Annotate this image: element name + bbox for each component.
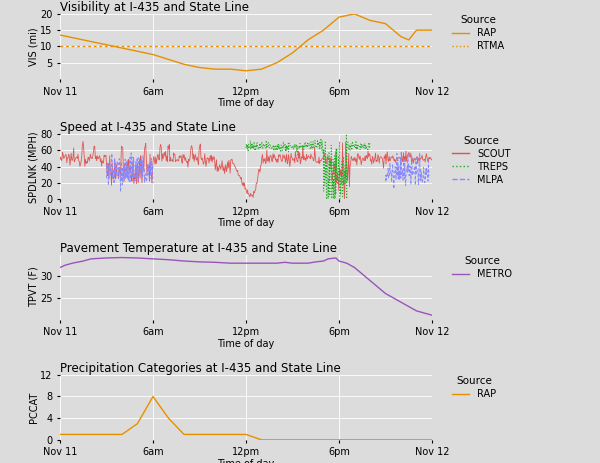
Text: Visibility at I-435 and State Line: Visibility at I-435 and State Line [60,1,249,14]
Y-axis label: PCCAT: PCCAT [29,392,38,423]
X-axis label: Time of day: Time of day [217,98,275,108]
Text: Precipitation Categories at I-435 and State Line: Precipitation Categories at I-435 and St… [60,362,341,375]
Text: Speed at I-435 and State Line: Speed at I-435 and State Line [60,121,236,134]
Text: Pavement Temperature at I-435 and State Line: Pavement Temperature at I-435 and State … [60,242,337,255]
Y-axis label: TPVT (F): TPVT (F) [28,267,38,307]
X-axis label: Time of day: Time of day [217,338,275,349]
Y-axis label: VIS (mi): VIS (mi) [29,27,38,66]
Legend: SCOUT, TREPS, MLPA: SCOUT, TREPS, MLPA [452,136,511,185]
Legend: RAP, RTMA: RAP, RTMA [452,15,504,51]
Y-axis label: SPDLNK (MPH): SPDLNK (MPH) [29,131,38,202]
Legend: METRO: METRO [452,256,512,279]
X-axis label: Time of day: Time of day [217,459,275,463]
Legend: RAP: RAP [452,376,496,400]
X-axis label: Time of day: Time of day [217,218,275,228]
